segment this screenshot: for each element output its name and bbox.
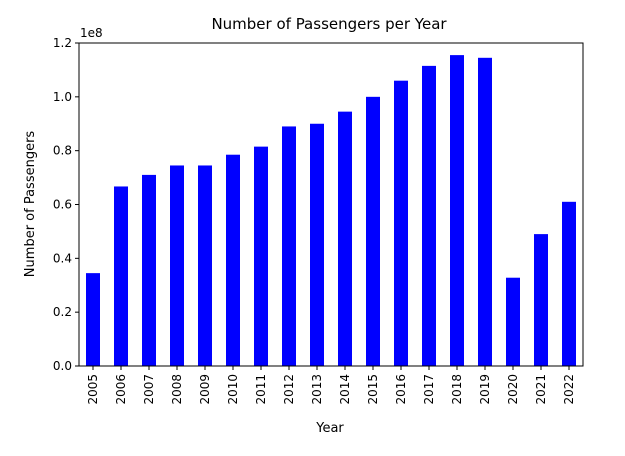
bar-2018 xyxy=(450,55,464,367)
y-tick-label: 0.6 xyxy=(53,198,72,212)
bar-2022 xyxy=(562,201,576,366)
x-axis-label: Year xyxy=(315,421,344,436)
x-tick-label: 2006 xyxy=(114,374,128,405)
x-tick-label: 2021 xyxy=(534,374,548,405)
bars-group xyxy=(86,55,576,367)
bar-2008 xyxy=(170,165,184,366)
y-axis-ticks: 0.0 0.2 0.4 0.6 0.8 1.0 1.2 xyxy=(53,36,79,373)
y-tick-label: 0.0 xyxy=(53,359,72,373)
bar-2016 xyxy=(394,80,408,366)
x-axis-ticks: 2005 2006 2007 2008 2009 2010 2011 2012 2013 2014… xyxy=(86,366,576,405)
bar-2013 xyxy=(310,123,324,366)
bar-2009 xyxy=(198,165,212,366)
x-tick-label: 2008 xyxy=(170,374,184,405)
bar-2014 xyxy=(338,111,352,366)
x-tick-label: 2010 xyxy=(226,374,240,405)
bar-2021 xyxy=(534,234,548,366)
x-tick-label: 2014 xyxy=(338,374,352,405)
bar-2019 xyxy=(478,57,492,366)
chart-title: Number of Passengers per Year xyxy=(211,15,447,33)
x-tick-label: 2009 xyxy=(198,374,212,405)
x-tick-label: 2005 xyxy=(86,374,100,405)
bar-2005 xyxy=(86,273,100,366)
bar-2017 xyxy=(422,65,436,367)
bar-2011 xyxy=(254,146,268,366)
bar-2006 xyxy=(114,186,128,366)
x-tick-label: 2018 xyxy=(450,374,464,405)
x-tick-label: 2016 xyxy=(394,374,408,405)
x-tick-label: 2017 xyxy=(422,374,436,405)
y-axis-label: Number of Passengers xyxy=(23,131,38,278)
y-tick-label: 1.2 xyxy=(53,36,72,50)
x-tick-label: 2007 xyxy=(142,374,156,405)
bar-2012 xyxy=(282,126,296,366)
x-tick-label: 2011 xyxy=(254,374,268,405)
x-tick-label: 2015 xyxy=(366,374,380,405)
bar-2015 xyxy=(366,96,380,366)
y-tick-label: 0.8 xyxy=(53,144,72,158)
x-tick-label: 2013 xyxy=(310,374,324,405)
x-tick-label: 2019 xyxy=(478,374,492,405)
x-tick-label: 2022 xyxy=(562,374,576,405)
x-tick-label: 2020 xyxy=(506,374,520,405)
bar-2020 xyxy=(506,277,520,366)
x-tick-label: 2012 xyxy=(282,374,296,405)
y-axis-offset-label: 1e8 xyxy=(80,26,103,40)
bar-2007 xyxy=(142,174,156,366)
y-tick-label: 0.2 xyxy=(53,305,72,319)
y-tick-label: 1.0 xyxy=(53,90,72,104)
y-tick-label: 0.4 xyxy=(53,251,72,265)
plot-frame xyxy=(78,42,584,367)
bar-2010 xyxy=(226,154,240,366)
